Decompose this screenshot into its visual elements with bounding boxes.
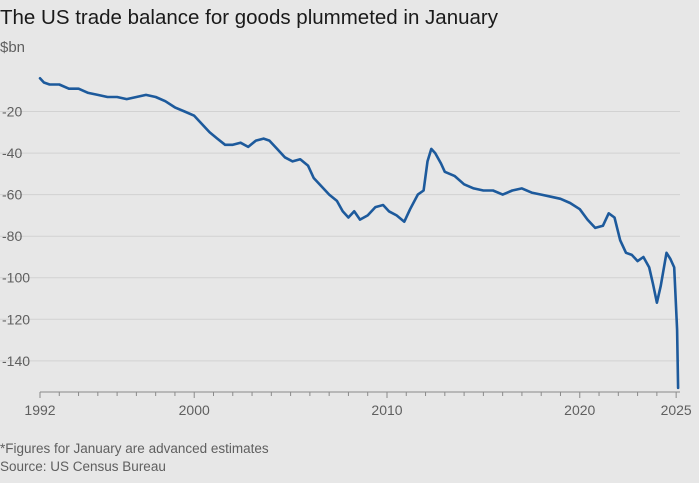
chart-title: The US trade balance for goods plummeted… [0, 6, 498, 29]
y-tick-label: -60 [2, 187, 22, 203]
x-axis: 1992 2000 2010 2020 2025 [24, 391, 692, 418]
series-layer [38, 77, 680, 390]
x-tick-label: 1992 [24, 402, 55, 418]
x-tick-label: 2025 [661, 402, 692, 418]
trade-balance-line [38, 77, 680, 390]
footnote: *Figures for January are advanced estima… [0, 441, 269, 456]
gridlines [0, 111, 680, 362]
y-axis-ticks: -20 -40 -60 -80 -100 -120 -140 [2, 104, 30, 369]
x-tick-label: 2000 [179, 402, 210, 418]
x-tick-label: 2020 [564, 402, 595, 418]
y-tick-label: -120 [2, 311, 30, 327]
y-tick-label: -20 [2, 104, 22, 120]
y-tick-label: -140 [2, 353, 30, 369]
y-tick-label: -100 [2, 270, 30, 286]
x-tick-label: 2010 [371, 402, 402, 418]
y-tick-label: -40 [2, 145, 22, 161]
y-unit-label: $bn [0, 39, 26, 56]
y-tick-label: -80 [2, 228, 22, 244]
source-note: Source: US Census Bureau [0, 459, 166, 474]
